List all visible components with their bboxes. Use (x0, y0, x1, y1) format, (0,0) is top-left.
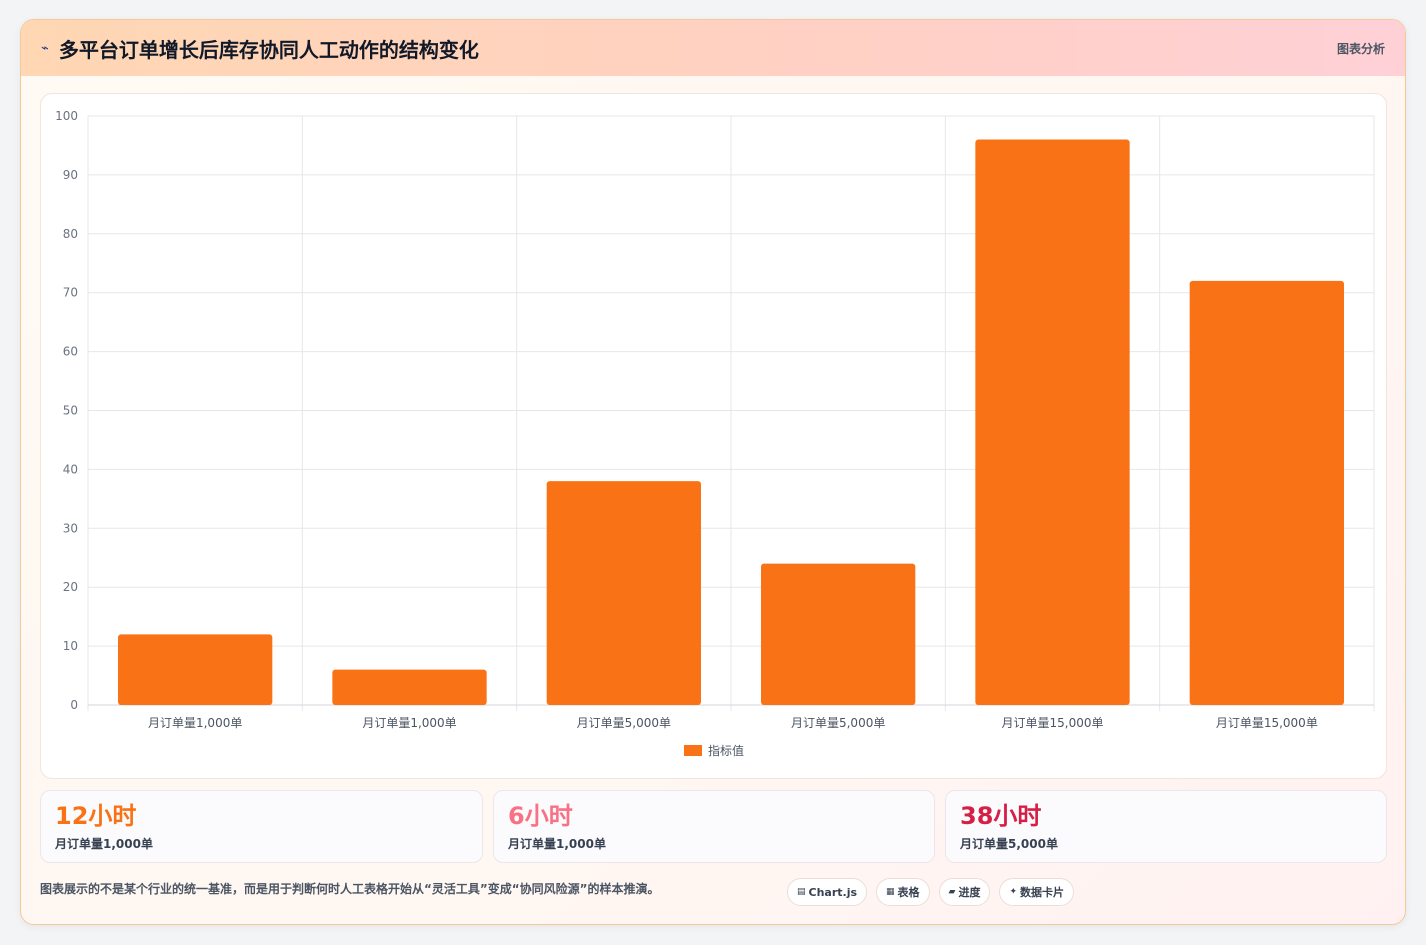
y-tick-label: 70 (63, 286, 78, 300)
stat-value: 12小时 (55, 802, 137, 830)
bar (1189, 280, 1344, 705)
y-tick-label: 50 (63, 404, 78, 418)
stat-card-3: 38小时 月订单量5,000单 (945, 790, 1387, 863)
chip-progress[interactable]: ▰ 进度 (938, 878, 991, 906)
chart-line-icon: ⌁ (41, 40, 49, 56)
chart-panel: 0 10 20 30 40 50 60 70 80 90 100 月订单量1,000单 月订单量1,00… (40, 93, 1387, 779)
chart-icon: ▤ (797, 887, 806, 897)
y-tick-label: 0 (70, 698, 78, 712)
chip-list: ▤ Chart.js ▦ 表格 ▰ 进度 ✦ 数据卡片 (787, 878, 1075, 906)
chip-label: 数据卡片 (1020, 886, 1065, 899)
stat-card-2: 6小时 月订单量1,000单 (493, 790, 935, 863)
x-tick-label: 月订单量1,000单 (362, 716, 456, 730)
y-tick-label: 90 (63, 168, 78, 182)
y-tick-label: 40 (63, 462, 78, 476)
sparkle-icon: ✦ (1009, 887, 1018, 897)
stat-label: 月订单量1,000单 (55, 837, 153, 851)
stat-card-1: 12小时 月订单量1,000单 (40, 790, 483, 863)
legend-label: 指标值 (708, 743, 744, 758)
chip-chartjs[interactable]: ▤ Chart.js (787, 878, 868, 906)
x-tick-label: 月订单量5,000单 (577, 716, 671, 730)
y-tick-label: 80 (63, 227, 78, 241)
bar (332, 669, 487, 705)
bar (546, 481, 701, 705)
stat-value: 38小时 (960, 802, 1042, 830)
y-tick-label: 20 (63, 580, 78, 594)
x-tick-label: 月订单量15,000单 (1216, 716, 1318, 730)
chart-card: ⌁ 多平台订单增长后库存协同人工动作的结构变化 图表分析 0 10 20 30 40 50… (20, 19, 1406, 925)
chip-label: 表格 (897, 886, 920, 899)
card-header: ⌁ 多平台订单增长后库存协同人工动作的结构变化 图表分析 (21, 20, 1405, 76)
footnote: 图表展示的不是某个行业的统一基准，而是用于判断何时人工表格开始从“灵活工具”变成… (40, 882, 660, 896)
x-tick-label: 月订单量1,000单 (148, 716, 242, 730)
chip-data-card[interactable]: ✦ 数据卡片 (999, 878, 1075, 906)
bar (118, 634, 273, 705)
stat-value: 6小时 (508, 802, 573, 830)
y-tick-label: 100 (55, 109, 78, 123)
legend-swatch (684, 745, 702, 756)
bar (975, 139, 1130, 705)
y-tick-label: 10 (63, 639, 78, 653)
chip-table[interactable]: ▦ 表格 (876, 878, 930, 906)
stat-label: 月订单量5,000单 (960, 837, 1058, 851)
y-tick-label: 60 (63, 345, 78, 359)
stat-label: 月订单量1,000单 (508, 837, 606, 851)
bar-chart: 0 10 20 30 40 50 60 70 80 90 100 月订单量1,000单 月订单量1,00… (55, 109, 1375, 758)
header-tag: 图表分析 (1336, 41, 1385, 56)
chip-label: Chart.js (808, 885, 858, 899)
y-tick-label: 30 (63, 521, 78, 535)
page-title: 多平台订单增长后库存协同人工动作的结构变化 (58, 37, 479, 62)
x-tick-label: 月订单量15,000单 (1002, 716, 1104, 730)
x-tick-label: 月订单量5,000单 (791, 716, 885, 730)
table-icon: ▦ (886, 887, 895, 897)
chip-label: 进度 (958, 886, 981, 899)
progress-icon: ▰ (948, 887, 956, 897)
bar (761, 563, 916, 705)
